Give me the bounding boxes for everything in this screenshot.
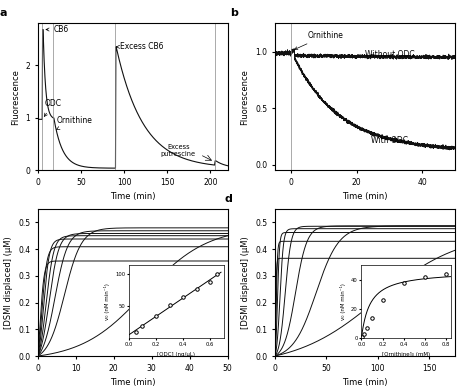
X-axis label: Time (min): Time (min) [342, 378, 388, 387]
X-axis label: Time (min): Time (min) [110, 378, 155, 387]
Text: ODC: ODC [44, 99, 62, 116]
Text: CB6: CB6 [46, 25, 69, 34]
Y-axis label: [DSMI displaced] (μM): [DSMI displaced] (μM) [4, 236, 13, 329]
Text: Ornithine: Ornithine [56, 116, 93, 129]
Y-axis label: Fluorescence: Fluorescence [11, 69, 20, 125]
Text: Excess
putrescine: Excess putrescine [161, 144, 196, 157]
Text: a: a [0, 8, 8, 18]
Text: With ODC: With ODC [371, 136, 408, 145]
Text: Ornithine: Ornithine [294, 31, 344, 50]
Text: b: b [230, 8, 238, 18]
Text: Excess CB6: Excess CB6 [117, 42, 163, 51]
Text: d: d [225, 194, 232, 204]
Y-axis label: Fluorescence: Fluorescence [241, 69, 250, 125]
Text: Without ODC: Without ODC [365, 50, 414, 59]
Y-axis label: [DSMI displaced] (μM): [DSMI displaced] (μM) [241, 236, 250, 329]
X-axis label: Time (min): Time (min) [110, 192, 155, 202]
X-axis label: Time (min): Time (min) [342, 192, 388, 202]
